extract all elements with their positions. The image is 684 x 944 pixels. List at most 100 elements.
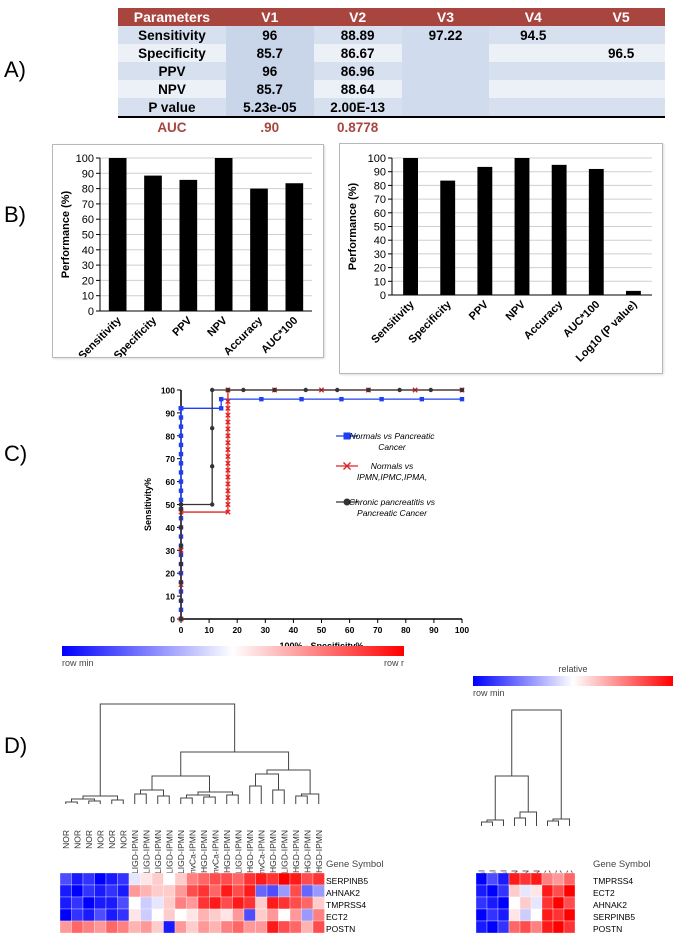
heatmap-cell [497,884,510,898]
heatmap-cell [243,908,256,922]
table-cell [401,98,490,117]
heatmap-cell [174,920,187,934]
x-tick-label: 40 [289,625,299,635]
heatmap-cell [174,896,187,910]
column-label: NOR [107,830,117,849]
x-tick-label: AUC*100 [259,315,300,356]
heatmap-cell [82,872,95,886]
heatmap-cell [497,908,510,922]
series-2 [178,387,465,622]
series-marker [225,405,231,412]
heatmap-cell [232,896,245,910]
series-marker [459,396,465,402]
x-tick-label: 30 [261,625,271,635]
heatmap-cell [475,872,488,886]
heatmap-cell [486,920,499,934]
heatmap-cell [552,896,565,910]
heatmap-cell [197,896,210,910]
heatmap-cell [255,884,268,898]
heatmap-cell [232,920,245,934]
column-label: LIGD-IPMN [141,830,151,874]
heatmap-cell [140,896,153,910]
heatmap-cell [174,908,187,922]
series-marker [343,498,351,506]
heatmap-cell [530,896,543,910]
table-cell: 97.22 [401,26,490,44]
series-marker [259,396,264,402]
heatmap-cell [266,908,279,922]
heatmap-cell [94,872,107,886]
legend-label: Cancer [378,442,407,452]
y-tick-label: 90 [374,167,386,179]
color-scale-bar [62,646,404,656]
heatmap-cell [563,920,576,934]
heatmap-cell [117,908,130,922]
x-tick-label: 10 [204,625,214,635]
bar [626,290,641,295]
heatmap-cell [105,896,118,910]
heatmap-cell [289,896,302,910]
column-label: LIGD-IPMN [164,830,174,874]
heatmap-cell [94,920,107,934]
y-tick-label: 100 [368,153,386,165]
series-marker [178,525,184,530]
series-marker [209,502,215,507]
y-axis-label: Performance (%) [60,190,72,278]
heatmap-cell [266,896,279,910]
series-marker [225,494,231,501]
series-marker [218,396,224,402]
heatmap-cell [94,884,107,898]
table-cell [489,62,578,80]
heatmap-cell [82,896,95,910]
series-marker [178,543,184,548]
table-cell: P value [118,98,226,117]
series-marker [225,412,231,418]
series-marker [225,446,231,453]
x-tick-label: NPV [205,314,230,339]
bar [214,158,233,311]
y-tick-label: 100 [76,153,94,165]
series-marker [225,398,231,405]
series-marker [178,506,184,512]
table-cell: 5.23e-05 [225,98,314,117]
y-axis-label: Performance (%) [347,182,359,270]
series-marker [225,474,231,480]
heatmap-cell [128,872,141,886]
table-header-cell: V5 [577,8,665,26]
x-tick-label: 80 [401,625,411,635]
heatmap-cell [59,920,72,934]
heatmap-cell [530,884,543,898]
heatmap-cell [278,872,291,886]
y-tick-label: 70 [166,454,176,464]
legend-label: IPMN,IPMC,IPMA, [357,472,427,482]
dendrogram-branch [481,821,493,826]
table-cell: AUC [118,116,226,136]
heatmap-cell [117,872,130,886]
heatmap-cell [541,884,554,898]
series-marker [178,616,184,622]
x-tick-label: NPV [504,298,529,323]
heatmap-cell [243,896,256,910]
heatmap-cell [105,908,118,922]
x-tick-label: 0 [179,625,184,635]
table-header-row: Parameters V1 V2 V3 V4 V5 [118,8,665,26]
x-tick-label: 50 [317,625,327,635]
heatmap-cell [209,920,222,934]
series-marker [178,502,184,507]
y-tick-label: 80 [374,180,386,192]
bar [179,179,198,311]
heatmap-cell [519,908,532,922]
table-cell: 96 [225,62,314,80]
column-label: LIGD-IPMN [176,830,186,874]
row-gene-label: AHNAK2 [326,888,360,898]
table-header-cell: Parameters [118,8,226,26]
heatmap-cell [541,920,554,934]
series-marker [178,598,184,603]
heatmap-cell [530,872,543,886]
y-tick-label: 20 [82,275,94,287]
table-row: Specificity 85.7 86.67 96.5 [118,44,665,62]
heatmap-cell [151,872,164,886]
y-tick-label: 80 [166,431,176,441]
table-cell [401,116,490,136]
